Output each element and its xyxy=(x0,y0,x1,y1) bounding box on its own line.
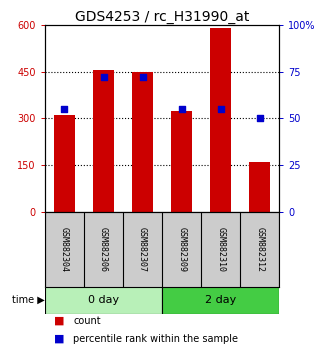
Text: GSM882306: GSM882306 xyxy=(99,227,108,272)
Bar xyxy=(210,28,231,212)
Text: GSM882312: GSM882312 xyxy=(255,227,264,272)
Text: 0 day: 0 day xyxy=(88,295,119,305)
Text: percentile rank within the sample: percentile rank within the sample xyxy=(73,333,238,344)
Bar xyxy=(162,287,279,314)
Bar xyxy=(171,110,192,212)
Text: GSM882310: GSM882310 xyxy=(216,227,225,272)
Text: 2 day: 2 day xyxy=(205,295,236,305)
Text: ■: ■ xyxy=(54,316,65,326)
Text: GSM882307: GSM882307 xyxy=(138,227,147,272)
Text: ■: ■ xyxy=(54,333,65,344)
Point xyxy=(62,106,67,112)
Point xyxy=(257,115,262,121)
Text: count: count xyxy=(73,316,101,326)
Bar xyxy=(93,70,114,212)
Bar xyxy=(54,115,75,212)
Text: GSM882309: GSM882309 xyxy=(177,227,186,272)
Point xyxy=(101,74,106,80)
Bar xyxy=(132,72,153,212)
Title: GDS4253 / rc_H31990_at: GDS4253 / rc_H31990_at xyxy=(75,10,249,24)
Point xyxy=(179,106,184,112)
Bar xyxy=(249,162,271,212)
Point xyxy=(218,106,223,112)
Point xyxy=(140,74,145,80)
Text: GSM882304: GSM882304 xyxy=(60,227,69,272)
Bar xyxy=(45,287,162,314)
Text: time ▶: time ▶ xyxy=(12,295,45,305)
